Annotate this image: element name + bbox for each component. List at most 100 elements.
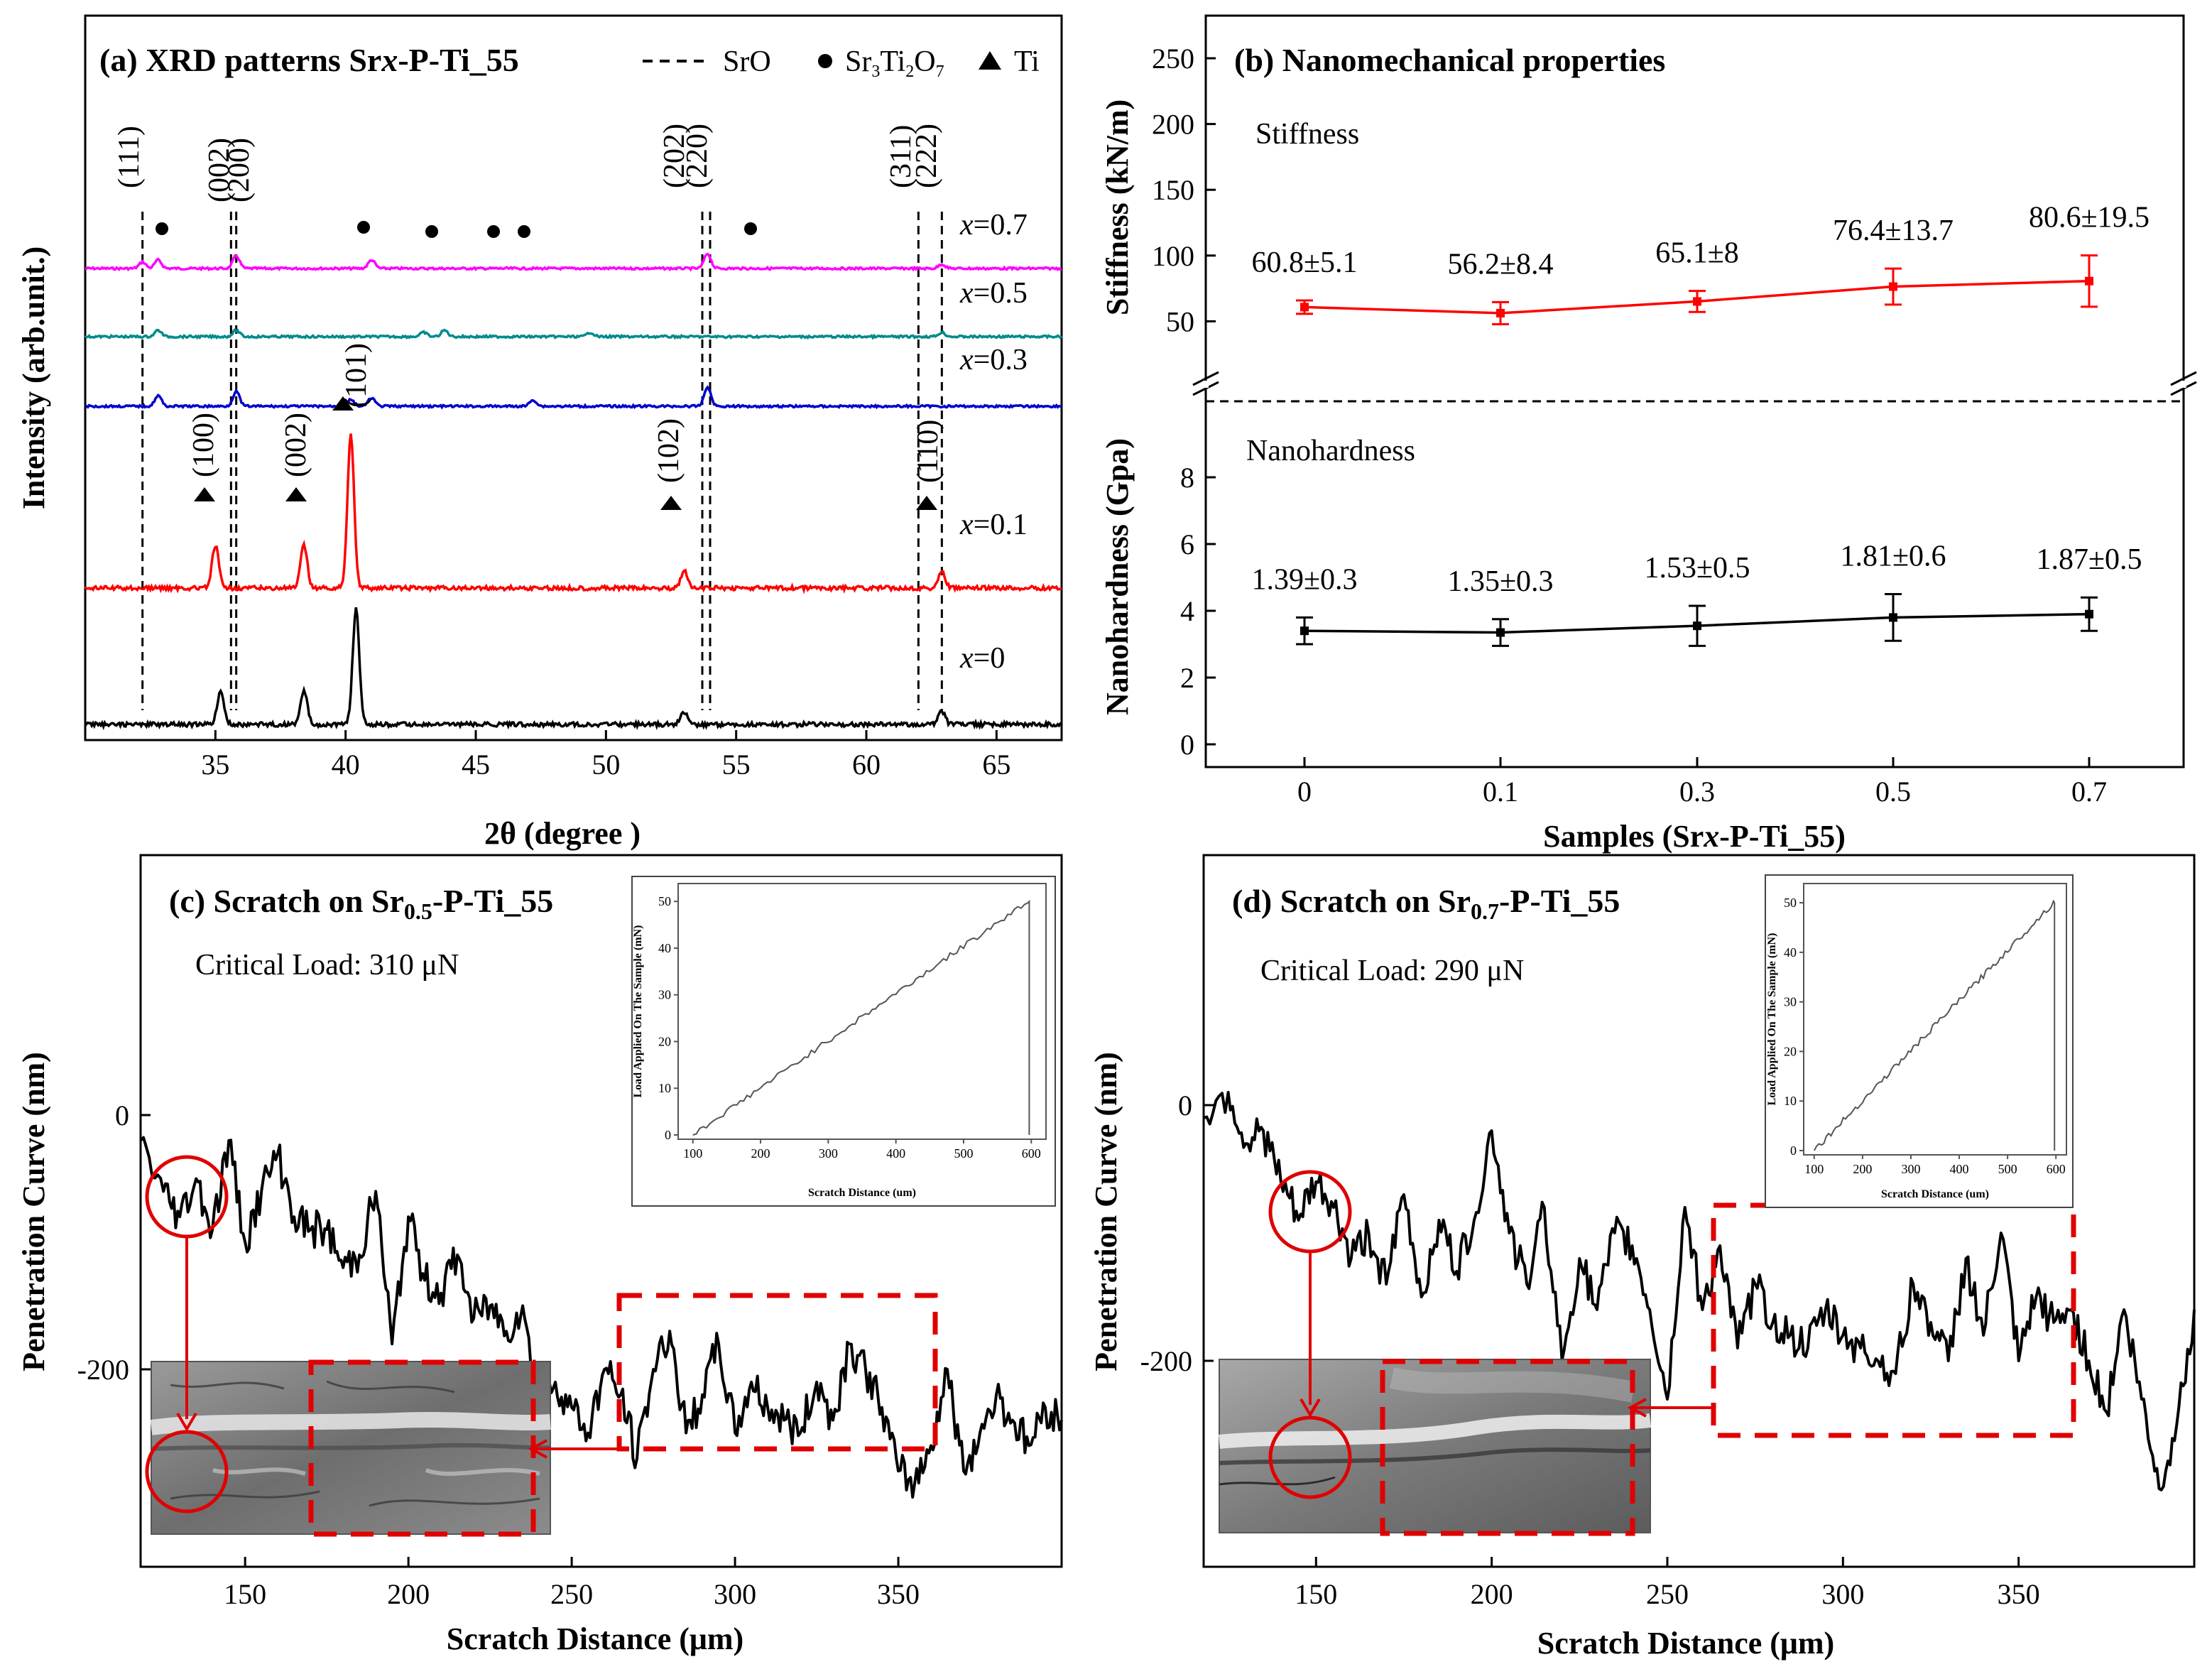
inset-load-curve — [692, 899, 1030, 1136]
ti-marker — [194, 487, 215, 501]
inset-x-tick-label: 600 — [2047, 1162, 2066, 1176]
hkl-label: (002) — [203, 138, 236, 202]
panel-d-sem-highlight-box — [1380, 1359, 1635, 1536]
panel-a-frame — [84, 14, 1063, 741]
inset-x-tick-label: 300 — [819, 1146, 838, 1161]
inset-load-curve — [1813, 899, 2056, 1151]
panel-b-title: (b) Nanomechanical properties — [1234, 42, 1665, 78]
stiffness-annotation: 65.1±8 — [1655, 237, 1739, 270]
ti-marker — [916, 496, 937, 510]
hkl-label: (202) — [658, 124, 691, 188]
panel-d-sem-circle — [1268, 1416, 1352, 1499]
panel-c-xlabel: Scratch Distance (μm) — [447, 1621, 743, 1656]
y-tick-label: 50 — [1166, 305, 1194, 337]
x-tick-label: 45 — [462, 749, 490, 781]
data-point — [2085, 609, 2093, 619]
panel-a-sample-labels: x=0.7 x=0.5 x=0.3 x=0.1 x=0 — [959, 209, 1028, 675]
y-tick-label: 200 — [1152, 109, 1194, 141]
stiffness-label: Stiffness — [1255, 118, 1359, 151]
panel-d-ticks: 150 200 250 300 350 0 -200 — [1140, 1090, 2040, 1610]
panel-c-ylabel: Penetration Curve (nm) — [16, 1052, 51, 1371]
panel-b-series: 60.8±5.1 56.2±8.4 65.1±8 76.4±13.7 80.6±19.5… — [1251, 202, 2150, 647]
inset-y-tick-label: 20 — [1784, 1044, 1797, 1058]
data-point — [1889, 613, 1897, 622]
panel-c-inset: Load Applied On The Sample (mN) Scratch … — [631, 876, 1056, 1207]
inset-y-tick-label: 40 — [1784, 945, 1797, 960]
hkl-label: (102) — [653, 418, 685, 483]
panel-a-phase-markers — [156, 221, 937, 510]
inset-y-tick-label: 50 — [658, 894, 671, 908]
stiffness-annotation: 76.4±13.7 — [1833, 214, 1954, 247]
panel-d-critical-load: Critical Load: 290 μN — [1260, 955, 1524, 987]
panel-b-frame — [1204, 14, 2185, 768]
inset-y-tick-label: 0 — [665, 1128, 671, 1142]
x-tick-label: 0.5 — [1875, 776, 1911, 808]
panel-d: (d) Scratch on Sr0.7-P-Ti_55 Critical Lo… — [1089, 854, 2196, 1661]
panel-c-penetration-curve — [139, 1136, 1063, 1499]
inset-xlabel: Scratch Distance (um) — [1881, 1188, 1989, 1200]
data-point — [1300, 303, 1309, 312]
panel-d-curve-highlight-box — [1711, 1202, 2076, 1438]
inset-x-tick-label: 600 — [1022, 1146, 1041, 1161]
legend-sr3ti2o7-marker — [818, 54, 832, 68]
legend-ti-marker — [979, 51, 1001, 70]
panel-c-title: (c) Scratch on Sr0.5-P-Ti_55 — [169, 883, 553, 924]
panel-c-frame — [139, 854, 1063, 1568]
ti-marker — [285, 487, 307, 501]
x-tick-label: 200 — [1471, 1578, 1513, 1610]
panel-b-ticks: 50 100 150 200 250 0 2 4 6 8 0 0.1 0.3 0.5 0.7 — [1152, 43, 2107, 808]
panel-c-critical-load: Critical Load: 310 μN — [195, 949, 459, 982]
hkl-label: (111) — [113, 126, 146, 188]
hkl-label: (002) — [280, 413, 312, 477]
x-tick-label: 0.1 — [1483, 776, 1518, 808]
panel-d-xlabel: Scratch Distance (μm) — [1537, 1626, 1834, 1661]
y-tick-label: 6 — [1180, 528, 1194, 560]
inset-y-tick-label: 10 — [658, 1081, 671, 1095]
panel-d-sem-image — [1219, 1359, 1652, 1533]
nanohardness-annotation: 1.81±0.6 — [1840, 540, 1946, 573]
inset-x-tick-label: 200 — [751, 1146, 770, 1161]
panel-d-penetration-curve — [1203, 1091, 2196, 1491]
sample-label: x=0.5 — [959, 277, 1028, 310]
inset-x-tick-label: 400 — [1950, 1162, 1969, 1176]
x-tick-label: 50 — [592, 749, 620, 781]
hkl-label: (100) — [187, 413, 220, 477]
x-tick-label: 0.7 — [2071, 776, 2107, 808]
nanohardness-annotation: 1.87±0.5 — [2036, 543, 2142, 576]
x-tick-label: 250 — [1646, 1578, 1689, 1610]
data-point — [1889, 282, 1897, 291]
hkl-label: (200) — [223, 138, 256, 202]
inset-ylabel: Load Applied On The Sample (mN) — [1766, 933, 1778, 1106]
inset-y-tick-label: 40 — [658, 941, 671, 955]
data-point — [1496, 628, 1505, 637]
panel-b-xlabel: Samples (Srx-P-Ti_55) — [1543, 819, 1846, 854]
inset-x-tick-label: 500 — [1998, 1162, 2017, 1176]
x-tick-label: 55 — [722, 749, 751, 781]
hkl-label: (222) — [910, 124, 943, 188]
panel-a-xticks: 35 40 45 50 55 60 65 — [201, 730, 1010, 781]
inset-y-tick-label: 0 — [1790, 1143, 1797, 1158]
x-tick-label: 150 — [224, 1578, 266, 1610]
sample-label: x=0.1 — [959, 509, 1028, 541]
sample-label: x=0 — [959, 642, 1005, 675]
inset-xlabel: Scratch Distance (um) — [808, 1187, 916, 1199]
hkl-label: (220) — [681, 124, 714, 188]
panel-a-title: (a) XRD patterns Srx-P-Ti_55 — [99, 42, 519, 78]
inset-y-tick-label: 10 — [1784, 1094, 1797, 1108]
inset-y-tick-label: 20 — [658, 1034, 671, 1048]
y-tick-label: 250 — [1152, 43, 1194, 75]
x-tick-label: 150 — [1295, 1578, 1337, 1610]
stiffness-annotation: 80.6±19.5 — [2029, 202, 2150, 234]
inset-y-tick-label: 30 — [1784, 995, 1797, 1009]
inset-ticks: 100 200 300 400 500 600 0 10 20 30 40 50 — [1784, 896, 2066, 1176]
sample-label: x=0.7 — [959, 209, 1028, 241]
x-tick-label: 65 — [982, 749, 1010, 781]
axis-break-marks — [1192, 371, 2197, 396]
inset-ticks: 100 200 300 400 500 600 0 10 20 30 40 50 — [658, 894, 1041, 1161]
data-point — [1496, 308, 1505, 317]
panel-d-ylabel: Penetration Curve (nm) — [1089, 1052, 1123, 1371]
data-point — [1300, 626, 1309, 636]
data-point — [2085, 276, 2093, 286]
sr3ti2o7-marker — [487, 225, 500, 238]
